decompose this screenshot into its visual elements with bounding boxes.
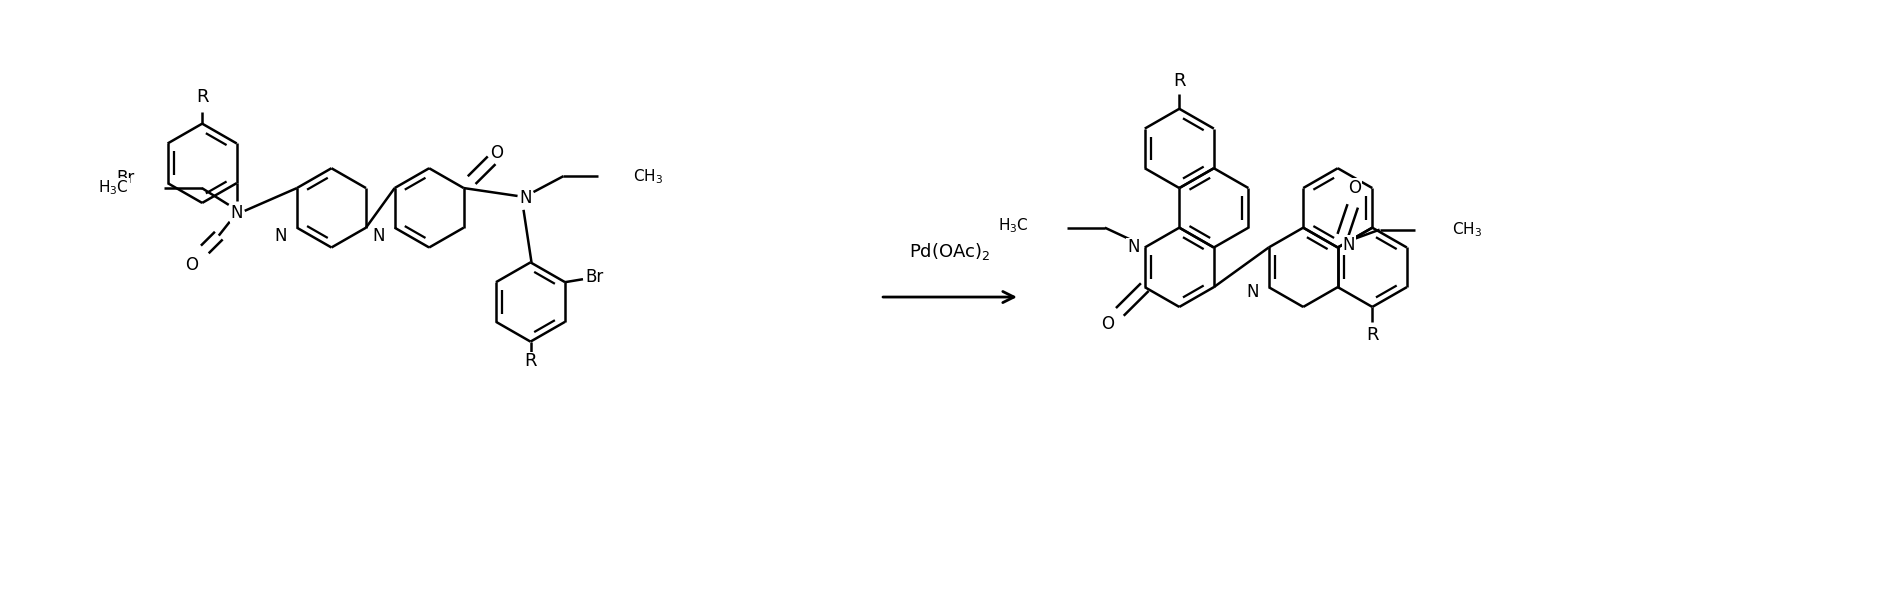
Text: CH$_3$: CH$_3$ <box>633 167 663 185</box>
Text: N: N <box>1343 235 1354 253</box>
Text: R: R <box>1173 72 1186 90</box>
Text: O: O <box>185 256 198 275</box>
Text: N: N <box>372 226 385 244</box>
Text: O: O <box>1349 179 1362 197</box>
Text: H$_3$C: H$_3$C <box>98 179 128 197</box>
Text: R: R <box>525 352 536 370</box>
Text: N: N <box>274 226 287 244</box>
Text: R: R <box>196 88 208 106</box>
Text: N: N <box>519 189 533 207</box>
Text: Br: Br <box>586 268 603 286</box>
Text: O: O <box>489 144 502 163</box>
Text: Br: Br <box>117 169 134 187</box>
Text: N: N <box>1128 238 1139 256</box>
Text: O: O <box>1101 315 1115 333</box>
Text: H$_3$C: H$_3$C <box>999 216 1030 235</box>
Text: N: N <box>1247 283 1258 301</box>
Text: CH$_3$: CH$_3$ <box>1453 220 1483 239</box>
Text: N: N <box>230 204 244 222</box>
Text: Pd(OAc)$_2$: Pd(OAc)$_2$ <box>909 241 992 262</box>
Text: R: R <box>1366 326 1379 344</box>
